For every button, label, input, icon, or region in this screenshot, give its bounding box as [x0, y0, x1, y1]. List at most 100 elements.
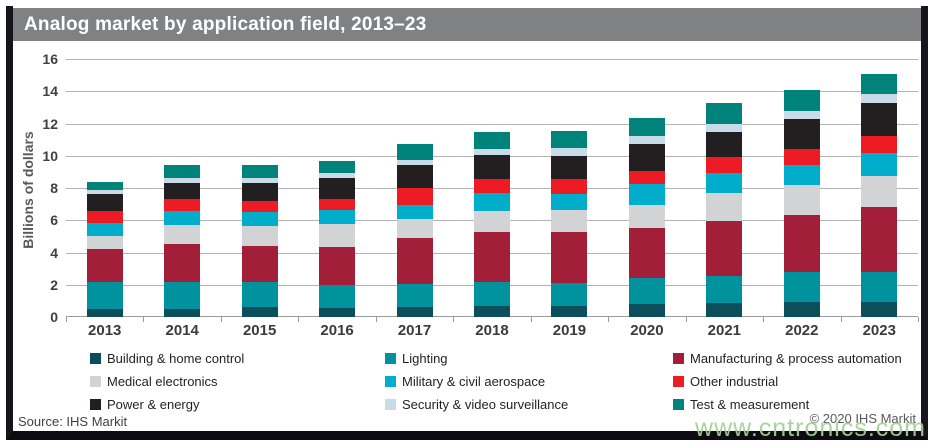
- x-axis-label: 2021: [707, 322, 742, 339]
- x-axis-label: 2016: [320, 322, 354, 339]
- bar-segment: [628, 228, 665, 279]
- bar-segment: [164, 183, 201, 200]
- legend-label: Power & energy: [107, 396, 200, 412]
- bar-segment: [551, 155, 588, 180]
- bar-segment: [241, 246, 278, 283]
- bar-column-2021: [686, 59, 763, 317]
- bar-segment: [241, 307, 278, 317]
- x-axis-label: 2020: [630, 322, 664, 339]
- y-tick-label: 10: [42, 147, 58, 164]
- bar-segment: [551, 179, 588, 194]
- bar-segment: [473, 210, 510, 233]
- bar-segment: [164, 211, 201, 226]
- gridline: [66, 123, 918, 125]
- bar-segment: [396, 307, 433, 317]
- x-axis-label: 2015: [242, 322, 277, 339]
- bar-segment: [396, 204, 433, 220]
- legend-swatch-icon: [90, 352, 101, 364]
- x-axis-tick: [530, 317, 532, 322]
- bar-segment: [164, 308, 201, 317]
- bar-segment: [783, 271, 820, 302]
- bar-segment: [396, 143, 433, 160]
- bar-segment: [319, 177, 356, 199]
- bar-segment: [783, 110, 820, 119]
- bar-segment: [164, 164, 201, 179]
- bar-segment: [164, 225, 201, 245]
- x-axis-tick: [608, 317, 610, 322]
- legend-label: Building & home control: [107, 350, 245, 366]
- bar-segment: [396, 164, 433, 189]
- bar-segment: [628, 304, 665, 317]
- x-axis-tick: [453, 317, 455, 322]
- bar-segment: [861, 93, 898, 103]
- bar-segment: [783, 148, 820, 166]
- stacked-bar-2017: [396, 143, 433, 317]
- bar-segment: [628, 117, 665, 137]
- bar-column-2016: [298, 59, 375, 317]
- legend-swatch-icon: [385, 398, 396, 410]
- bar-segment: [396, 238, 433, 284]
- bar-segment: [861, 207, 898, 272]
- legend-label: Test & measurement: [690, 396, 810, 412]
- x-axis-label: 2018: [475, 322, 509, 339]
- bar-segment: [551, 231, 588, 284]
- y-tick-label: 0: [50, 309, 58, 325]
- stacked-bar-2022: [783, 89, 820, 317]
- x-axis-label: 2022: [785, 322, 819, 339]
- x-axis-tick: [685, 317, 687, 322]
- bar-segment: [706, 275, 743, 303]
- bar-segment: [241, 200, 278, 213]
- bar-segment: [86, 189, 123, 195]
- bar-segment: [706, 172, 743, 193]
- bar-segment: [241, 282, 278, 308]
- stacked-bar-2023: [861, 73, 898, 317]
- legend-label: Security & video surveillance: [402, 396, 569, 412]
- bar-segment: [861, 301, 898, 317]
- y-tick-label: 4: [50, 244, 58, 261]
- bar-segment: [396, 159, 433, 165]
- bar-segment: [241, 212, 278, 226]
- legend-swatch-icon: [673, 352, 684, 364]
- x-axis-tick: [298, 317, 300, 322]
- bar-segment: [164, 199, 201, 212]
- copyright-note: © 2020 IHS Markit: [809, 411, 916, 426]
- legend-label: Other industrial: [690, 373, 779, 389]
- bar-segment: [551, 147, 588, 156]
- bar-segment: [706, 123, 743, 132]
- bar-segment: [86, 308, 123, 317]
- x-axis-tick: [375, 317, 377, 322]
- legend-item: Military & civil aerospace: [385, 374, 545, 389]
- x-axis-label: 2023: [862, 322, 896, 339]
- plot-area: [66, 59, 919, 322]
- bar-segment: [861, 271, 898, 302]
- bar-segment: [164, 282, 201, 309]
- bar-segment: [861, 102, 898, 137]
- bar-column-2022: [763, 59, 840, 317]
- legend-item: Medical electronics: [90, 374, 218, 389]
- bar-segment: [551, 130, 588, 148]
- bar-segment: [628, 143, 665, 172]
- bar-segment: [706, 157, 743, 173]
- bar-segment: [86, 210, 123, 223]
- legend-item: Lighting: [385, 351, 448, 366]
- stacked-bar-2019: [551, 130, 588, 317]
- bar-segment: [628, 171, 665, 184]
- bar-segment: [706, 192, 743, 222]
- bar-segment: [473, 131, 510, 149]
- gridline: [66, 59, 918, 60]
- bar-segment: [783, 301, 820, 317]
- bar-segment: [783, 89, 820, 111]
- bar-segment: [551, 305, 588, 317]
- x-axis-label: 2014: [165, 322, 199, 339]
- bar-segment: [783, 118, 820, 149]
- bar-segment: [319, 209, 356, 225]
- bar-segment: [551, 193, 588, 210]
- bars-container: [66, 59, 918, 317]
- bar-segment: [551, 209, 588, 232]
- bar-segment: [861, 73, 898, 94]
- bar-segment: [783, 165, 820, 185]
- bar-segment: [319, 160, 356, 173]
- x-axis-tick: [66, 317, 67, 322]
- legend-swatch-icon: [673, 375, 684, 387]
- x-axis-tick: [220, 317, 222, 322]
